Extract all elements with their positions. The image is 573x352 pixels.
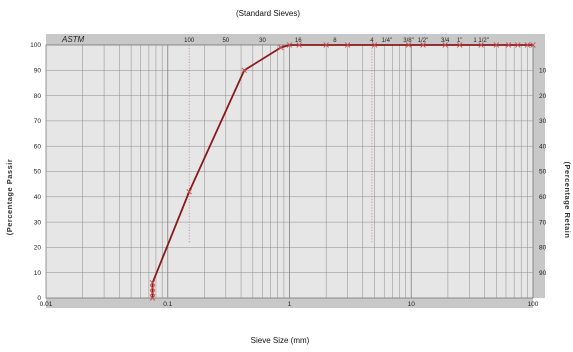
y-left-tick-label: 100 <box>30 42 41 49</box>
data-point-marker <box>530 42 536 48</box>
sieve-label: 1/4" <box>382 38 392 44</box>
marker-stroke <box>296 42 302 48</box>
sieve-label: 1" <box>457 38 462 44</box>
marker-stroke <box>530 42 536 48</box>
data-point-marker <box>323 42 329 48</box>
sieve-label: 1/2" <box>418 38 428 44</box>
marker-stroke <box>149 290 156 296</box>
sieve-label: 3/8" <box>403 38 413 44</box>
y-left-tick-label: 40 <box>34 194 42 201</box>
y-left-tick-label: 60 <box>34 143 42 150</box>
x-tick-label: 100 <box>528 301 539 308</box>
sieve-label: 1 1/2" <box>473 38 488 44</box>
series-line-group <box>151 44 533 298</box>
data-point-marker <box>420 42 426 48</box>
sieve-label: 8 <box>333 38 337 44</box>
marker-stroke <box>524 42 531 48</box>
dotted-reference-lines <box>188 45 373 243</box>
y-right-tick-label: 70 <box>539 219 547 226</box>
x-tick-label: 0.01 <box>40 301 53 308</box>
sieve-label: 3/4 <box>441 38 450 44</box>
y-left-tick-label: 30 <box>34 219 42 226</box>
data-point-marker <box>149 290 156 296</box>
marker-stroke <box>278 44 284 51</box>
marker-stroke <box>505 42 512 48</box>
marker-stroke <box>344 42 351 48</box>
chart-title: (Standard Sieves) <box>236 9 300 18</box>
y-right-tick-label: 90 <box>539 270 547 277</box>
y-left-tick-label: 10 <box>34 270 42 277</box>
y-right-axis-label: (Percentage Retain <box>563 162 572 239</box>
marker-stroke <box>405 42 412 48</box>
data-point-marker <box>442 42 448 48</box>
y-right-tick-label: 20 <box>539 93 547 100</box>
y-left-tick-label: 50 <box>34 169 42 176</box>
bottom-band <box>46 298 533 308</box>
data-point-marker <box>405 42 412 48</box>
sieve-label: 30 <box>259 38 266 44</box>
data-point-marker <box>149 295 156 301</box>
marker-stroke <box>493 42 500 48</box>
y-left-tick-label: 70 <box>34 118 42 125</box>
data-point-marker <box>149 285 156 291</box>
marker-stroke <box>149 295 156 301</box>
sieve-label: 100 <box>184 38 195 44</box>
sieve-label: 16 <box>295 38 302 44</box>
data-point-marker <box>278 44 284 51</box>
y-right-tick-label: 50 <box>539 169 547 176</box>
marker-stroke <box>286 42 293 48</box>
marker-stroke <box>515 42 521 48</box>
y-left-tick-label: 0 <box>37 295 41 302</box>
x-tick-label: 0.1 <box>163 301 172 308</box>
astm-label: ASTM <box>61 35 85 44</box>
sieve-label: 4 <box>370 38 374 44</box>
marker-stroke <box>420 42 426 48</box>
data-point-marker <box>478 42 484 48</box>
marker-stroke <box>456 42 463 48</box>
data-point-marker <box>296 42 302 48</box>
y-right-tick-label: 40 <box>539 143 547 150</box>
y-right-tick-label: 80 <box>539 245 547 252</box>
top-band <box>46 34 533 45</box>
y-right-tick-label: 30 <box>539 118 547 125</box>
y-right-tick-label: 60 <box>539 194 547 201</box>
data-point-marker <box>371 42 378 48</box>
right-band <box>533 34 545 298</box>
grid-lines <box>46 45 533 298</box>
y-left-tick-label: 80 <box>34 93 42 100</box>
y-left-tick-label: 20 <box>34 245 42 252</box>
data-point-marker <box>505 42 512 48</box>
marker-stroke <box>241 67 247 74</box>
tick-label-group: 0.01 0.1 1 10 100 0 10 20 30 40 50 60 70 80 90 100 10 20 3… <box>30 38 546 308</box>
x-tick-label: 10 <box>408 301 416 308</box>
data-point-marker <box>241 67 247 74</box>
y-left-axis-label: (Percentage Passir <box>5 159 14 236</box>
data-point-marker <box>515 42 521 48</box>
data-point-markers <box>149 42 536 301</box>
data-point-marker <box>456 42 463 48</box>
marker-stroke <box>442 42 448 48</box>
data-point-marker <box>286 42 293 48</box>
data-point-marker <box>186 189 192 195</box>
marker-stroke <box>323 42 329 48</box>
marker-stroke <box>149 280 156 286</box>
grading-curve-line <box>151 44 533 298</box>
marker-stroke <box>371 42 378 48</box>
x-axis-label: Sieve Size (mm) <box>251 336 310 345</box>
data-point-marker <box>524 42 531 48</box>
y-right-tick-label: 10 <box>539 68 547 75</box>
y-left-tick-label: 90 <box>34 68 42 75</box>
marker-stroke <box>478 42 484 48</box>
marker-stroke <box>149 285 156 291</box>
data-point-marker <box>344 42 351 48</box>
sieve-label: 50 <box>222 38 229 44</box>
x-tick-label: 1 <box>288 301 292 308</box>
marker-stroke <box>186 189 192 195</box>
data-point-marker <box>149 280 156 286</box>
data-point-marker <box>493 42 500 48</box>
